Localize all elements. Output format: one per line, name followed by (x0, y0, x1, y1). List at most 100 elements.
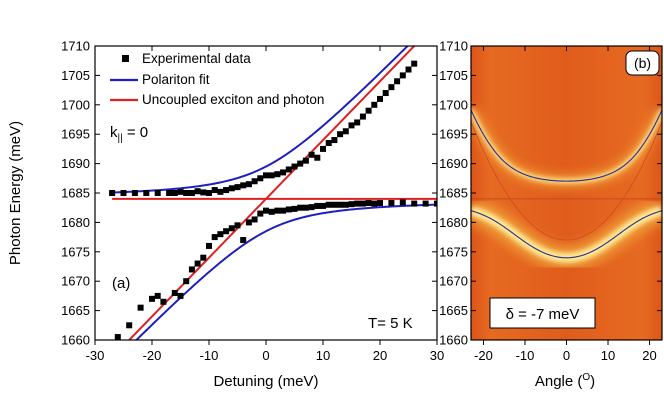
data-point-lower (137, 304, 144, 311)
detuning-annotation-box: δ = -7 meV (489, 297, 596, 329)
data-point-lower (245, 219, 252, 226)
y-tick-label: 1680 (61, 215, 90, 230)
x-tick-label: -20 (474, 348, 493, 363)
data-point-upper (388, 84, 395, 91)
legend-label-polariton: Polariton fit (142, 72, 210, 87)
y-tick-label: 1690 (439, 156, 468, 171)
heatmap-background (471, 46, 662, 340)
y-tick-label: 1665 (439, 303, 468, 318)
data-point-upper (228, 185, 235, 192)
y-tick-label: 1690 (61, 156, 90, 171)
data-point-upper (359, 113, 366, 120)
data-point-lower (263, 207, 269, 214)
lower-polariton-curve (471, 210, 662, 259)
y-tick-label: 1695 (439, 127, 468, 142)
data-point-upper (274, 171, 281, 178)
panel-a-label: (a) (112, 275, 130, 292)
data-point-lower (399, 199, 406, 206)
data-point-lower (371, 200, 378, 207)
data-point-lower (234, 222, 241, 229)
data-point-upper (245, 181, 252, 188)
data-point-upper (280, 169, 287, 176)
data-point-upper (314, 154, 321, 161)
k-parallel-annotation: k|| = 0 (110, 124, 148, 144)
data-point-lower (257, 210, 264, 217)
polariton-upper-fit (112, 46, 409, 194)
panel-b-label: (b) (634, 55, 651, 71)
data-point-lower (302, 204, 309, 211)
temperature-annotation: T= 5 K (368, 315, 413, 332)
data-point-upper (302, 157, 309, 164)
x-tick-label: -20 (143, 348, 162, 363)
y-tick-label: 1665 (61, 303, 90, 318)
panel-a-legend: Experimental data Polariton fit Uncouple… (110, 51, 324, 107)
y-tick-label: 1670 (61, 274, 90, 289)
x-tick-label: 0 (262, 348, 269, 363)
data-point-lower (240, 237, 247, 244)
panel-a: -30 -20 -10 0 10 20 30 1660 1665 1670 1675 1680 168… (7, 39, 444, 391)
data-point-upper (411, 60, 418, 67)
data-point-upper (257, 175, 264, 182)
data-point-lower (320, 202, 326, 209)
data-point-upper (206, 190, 212, 196)
data-point-lower (297, 204, 304, 211)
data-point-lower (171, 289, 178, 296)
data-point-upper (394, 78, 401, 85)
x-tick-label: -10 (200, 348, 219, 363)
data-point-lower (354, 200, 361, 207)
data-point-lower (388, 199, 395, 206)
data-point-upper (285, 166, 292, 173)
data-point-upper (377, 95, 383, 102)
data-point-upper (154, 190, 161, 196)
data-point-upper (171, 190, 178, 196)
data-point-upper (342, 128, 349, 135)
y-tick-label: 1705 (439, 68, 468, 83)
x-tick-label: 20 (373, 348, 387, 363)
data-point-upper (211, 187, 218, 194)
y-tick-label: 1685 (439, 186, 468, 201)
panel-b-heatmap (471, 46, 662, 340)
legend-label-uncoupled: Uncoupled exciton and photon (142, 92, 324, 107)
y-tick-label: 1680 (439, 215, 468, 230)
data-point-lower (348, 201, 355, 208)
data-point-lower (188, 266, 195, 273)
panel-a-data-points (109, 60, 437, 340)
data-point-lower (217, 231, 224, 238)
data-point-lower (314, 202, 321, 209)
data-point-upper (188, 190, 195, 196)
data-point-lower (114, 334, 121, 340)
y-tick-label: 1675 (439, 244, 468, 259)
data-point-upper (405, 66, 412, 73)
data-point-upper (348, 122, 355, 129)
data-point-lower (211, 234, 218, 241)
data-point-lower (325, 201, 332, 208)
data-point-upper (308, 151, 315, 158)
data-point-lower (365, 199, 372, 206)
y-tick-label: 1660 (61, 333, 90, 348)
data-point-upper (240, 182, 247, 189)
panel-a-y-axis-label: Photon Energy (meV) (7, 121, 24, 265)
x-tick-label: -10 (516, 348, 535, 363)
data-point-upper (200, 189, 207, 196)
data-point-lower (268, 208, 275, 215)
y-tick-label: 1670 (439, 274, 468, 289)
data-point-lower (177, 292, 184, 299)
x-tick-label: 20 (642, 348, 656, 363)
data-point-lower (274, 207, 281, 214)
y-tick-label: 1710 (61, 39, 90, 54)
panel-a-curves (112, 46, 437, 340)
data-point-lower (200, 254, 207, 261)
panel-b-label-box: (b) (625, 50, 660, 76)
panel-b-x-axis-label: Angle (O) (535, 372, 595, 390)
data-point-lower (331, 201, 338, 208)
legend-label-experimental: Experimental data (142, 51, 251, 66)
data-point-upper (399, 72, 406, 79)
data-point-lower (149, 295, 155, 302)
y-tick-label: 1695 (61, 127, 90, 142)
panel-b-y-ticks: 1660 1665 1670 1675 1680 1685 1690 1695 1700 1705… (439, 39, 662, 348)
data-point-upper (371, 101, 378, 108)
polariton-lower-fit (134, 203, 437, 340)
data-point-upper (291, 163, 298, 170)
data-point-lower (285, 206, 292, 213)
